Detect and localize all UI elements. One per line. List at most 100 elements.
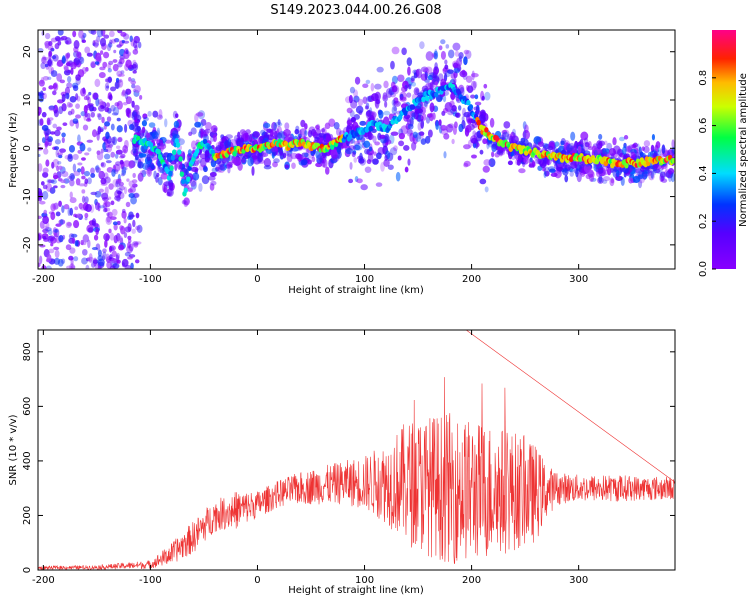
spectral-blob [397,74,405,83]
spectral-blob [108,245,113,253]
spectral-blob [69,95,77,103]
spectral-blob [609,177,615,187]
spectral-blob [410,75,415,82]
spectral-blob [411,81,417,87]
ridge-blob [421,96,426,103]
spectral-blob [40,62,46,70]
spectral-blob [420,66,429,73]
spectral-blob [406,92,412,98]
spectral-blob [104,207,108,213]
spectral-blob [85,264,90,269]
spectral-blob [68,255,74,261]
spectral-blob [67,207,71,217]
spectral-blob [383,80,389,89]
x-tick-label: 0 [254,274,260,285]
spectral-blob [90,30,97,35]
spectral-blob [270,146,278,153]
spectral-blob [426,113,433,118]
spectral-blob [146,132,151,139]
ridge-blob [170,154,176,161]
spectral-blob [121,166,127,174]
x-tick-label: -200 [32,575,55,586]
spectral-blob [106,116,112,122]
spectral-blob [606,142,613,151]
ridge-blob [468,104,474,110]
spectral-blob [108,228,112,234]
spectral-blob [616,169,620,178]
spectral-blob [560,149,567,156]
spectral-blob [359,152,363,162]
spectral-blob [423,67,430,74]
spectral-blob [210,180,217,186]
spectral-blob [353,89,358,98]
spectral-blob [192,172,200,181]
spectral-blob [104,82,110,92]
spectral-blob [580,131,589,141]
spectral-blob [111,38,117,44]
spectral-blob [448,123,455,129]
spectral-blob [48,235,56,242]
spectral-blob [89,105,95,112]
spectral-blob [42,215,50,225]
spectral-blob [582,142,590,151]
spectral-blob [110,123,115,131]
spectrogram-y-label: Frequency (Hz) [8,112,19,188]
spectral-blob [67,154,73,162]
spectral-blob [481,95,485,101]
spectral-blob [87,147,92,152]
spectral-blob [84,152,90,156]
spectral-blob [190,166,199,172]
spectral-blob [125,201,131,208]
spectral-blob [661,144,666,155]
spectral-blob [196,112,204,117]
spectral-blob [260,129,266,136]
spectral-blob [211,167,218,173]
spectral-blob [420,138,427,145]
spectral-blob [42,56,49,61]
spectral-blob [120,226,126,235]
snr-ticks: -200 -100 0 100 200 300 0 200 400 600 800 [22,330,675,586]
spectral-blob [602,179,608,184]
spectral-blob [640,166,648,173]
spectral-blob [106,212,110,217]
spectral-blob [356,178,363,184]
spectral-blob [383,158,390,167]
spectral-blob [523,129,527,140]
spectral-blob [72,85,79,92]
spectral-blob [135,225,141,231]
spectral-blob [92,259,99,264]
spectral-blob [50,47,55,52]
spectral-blob [69,207,74,216]
spectral-blob [512,128,516,136]
spectral-blob [576,172,582,183]
spectral-blob [319,152,328,157]
spectral-blob [132,241,139,246]
spectral-blob [40,181,45,186]
spectral-blob [90,111,95,118]
spectral-blob [616,148,623,158]
spectral-blob [273,122,277,132]
colorbar: 0.0 0.2 0.4 0.6 0.8 Normalized spectral ampl… [698,30,749,277]
spectral-blob [215,166,220,172]
spectral-blob [98,71,106,79]
spectral-blob [204,156,210,163]
spectral-blob [49,131,56,135]
spectral-blob [70,174,75,180]
spectral-blob [608,148,617,156]
spectral-blob [96,56,102,62]
spectral-blob [355,105,364,114]
spectral-blob [650,170,654,179]
spectral-blob [117,136,123,143]
spectral-blob [118,73,125,77]
spectral-blob [138,153,147,158]
spectral-blob [123,33,130,40]
spectral-blob [470,94,476,99]
spectral-blob [570,131,576,141]
spectral-blob [425,135,431,144]
spectral-blob [55,223,62,227]
spectral-blob [427,129,433,138]
spectral-blob [406,128,413,137]
spectral-blob [273,158,280,164]
ridge-blob [434,91,439,98]
spectral-blob [116,117,121,122]
